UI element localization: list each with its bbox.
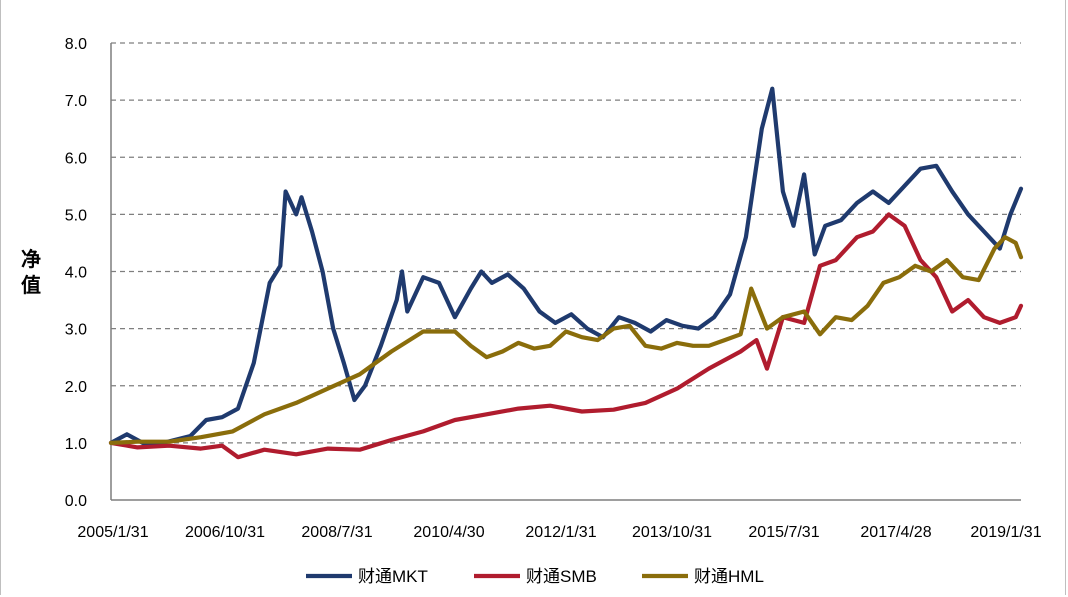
x-tick-label: 2015/7/31	[748, 524, 819, 541]
x-tick-label: 2008/7/31	[301, 524, 372, 541]
x-tick-labels: 2005/1/31 2006/10/31 2008/7/31 2010/4/30 201…	[77, 524, 1041, 541]
series-line-2	[108, 212, 1024, 460]
legend-label-2: 财通SMB	[526, 567, 597, 586]
x-tick-label: 2017/4/28	[860, 524, 931, 541]
y-tick-label: 3.0	[65, 322, 87, 339]
series-line-1	[108, 86, 1024, 447]
series-line-3	[108, 235, 1024, 445]
grid-lines	[111, 42, 1021, 444]
y-tick-label: 2.0	[65, 379, 87, 396]
y-tick-label: 0.0	[65, 493, 87, 510]
x-tick-label: 2010/4/30	[413, 524, 484, 541]
y-tick-label: 6.0	[65, 150, 87, 167]
y-tick-label: 5.0	[65, 207, 87, 224]
y-tick-label: 7.0	[65, 93, 87, 110]
x-tick-label: 2006/10/31	[185, 524, 265, 541]
legend: 财通MKT 财通SMB 财通HML	[306, 567, 764, 586]
x-tick-label: 2012/1/31	[525, 524, 596, 541]
y-tick-label: 1.0	[65, 436, 87, 453]
x-tick-label: 2005/1/31	[77, 524, 148, 541]
y-tick-label: 8.0	[65, 36, 87, 53]
legend-label-3: 财通HML	[694, 567, 764, 586]
y-tick-label: 4.0	[65, 265, 87, 282]
x-tick-label: 2013/10/31	[632, 524, 712, 541]
legend-label-1: 财通MKT	[358, 567, 428, 586]
series-lines	[108, 86, 1024, 460]
y-tick-labels: 0.0 1.0 2.0 3.0 4.0 5.0 6.0 7.0 8.0	[65, 36, 87, 510]
x-tick-label: 2019/1/31	[970, 524, 1041, 541]
y-axis-label: 净值	[21, 247, 41, 297]
